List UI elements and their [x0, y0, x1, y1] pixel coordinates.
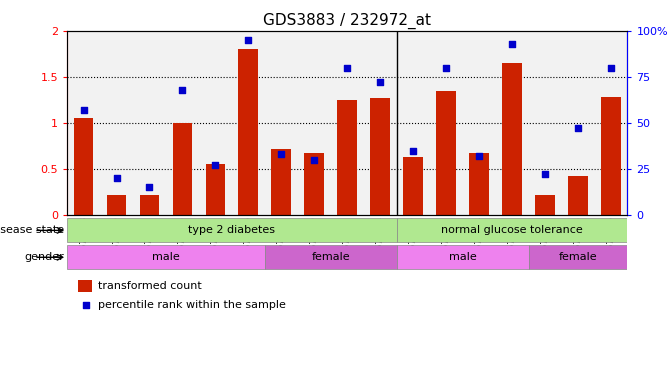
Bar [74, 118, 93, 215]
Bar [67, 218, 397, 243]
Bar [529, 31, 562, 215]
Bar [601, 97, 621, 215]
Text: disease state: disease state [0, 225, 64, 235]
Point [539, 171, 550, 177]
Point [111, 175, 122, 181]
Bar [67, 31, 100, 215]
Text: female: female [559, 252, 597, 262]
Text: type 2 diabetes: type 2 diabetes [189, 225, 275, 235]
Bar [397, 245, 529, 270]
Point [144, 184, 155, 190]
Bar [595, 31, 627, 215]
Bar [265, 245, 397, 270]
Point [507, 41, 517, 47]
Bar [397, 218, 627, 243]
Title: GDS3883 / 232972_at: GDS3883 / 232972_at [263, 13, 431, 29]
Bar [199, 31, 232, 215]
Bar [166, 31, 199, 215]
Bar [403, 157, 423, 215]
Bar [238, 49, 258, 215]
Point [276, 151, 287, 157]
Point [375, 79, 386, 85]
Text: male: male [449, 252, 476, 262]
Bar [535, 195, 555, 215]
Point [79, 107, 89, 113]
Bar [429, 31, 462, 215]
Bar [232, 31, 265, 215]
Point [605, 65, 616, 71]
Bar [305, 153, 324, 215]
Bar [364, 31, 397, 215]
Bar [79, 280, 93, 292]
Point [408, 147, 419, 154]
Point [342, 65, 353, 71]
Bar [172, 123, 193, 215]
Bar [298, 31, 331, 215]
Point [243, 37, 254, 43]
Bar [272, 149, 291, 215]
Bar [140, 195, 160, 215]
Bar [568, 176, 588, 215]
Bar [265, 31, 298, 215]
Point [309, 157, 319, 163]
Bar [397, 31, 429, 215]
Point [572, 125, 583, 131]
Bar [562, 31, 595, 215]
Bar [107, 195, 126, 215]
Bar [370, 98, 390, 215]
Text: percentile rank within the sample: percentile rank within the sample [98, 300, 286, 310]
Bar [338, 100, 357, 215]
Bar [205, 164, 225, 215]
Bar [529, 245, 627, 270]
Point [474, 153, 484, 159]
Text: normal glucose tolerance: normal glucose tolerance [441, 225, 583, 235]
Bar [100, 31, 133, 215]
Text: female: female [311, 252, 350, 262]
Point [81, 301, 91, 308]
Bar [133, 31, 166, 215]
Bar [462, 31, 496, 215]
Point [210, 162, 221, 168]
Text: gender: gender [24, 252, 64, 262]
Text: male: male [152, 252, 180, 262]
Bar [436, 91, 456, 215]
Bar [502, 63, 522, 215]
Bar [496, 31, 529, 215]
Point [177, 87, 188, 93]
Text: transformed count: transformed count [98, 281, 202, 291]
Bar [469, 153, 489, 215]
Bar [331, 31, 364, 215]
Point [441, 65, 452, 71]
Bar [67, 245, 265, 270]
